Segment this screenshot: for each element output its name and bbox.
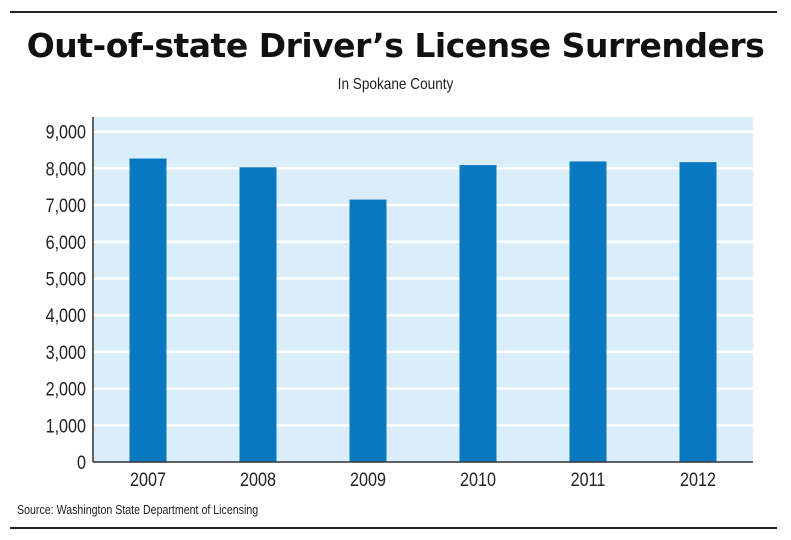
y-tick-label: 5,000 [46, 268, 87, 290]
y-tick-label: 9,000 [46, 121, 87, 143]
bar-2012 [679, 162, 717, 462]
bar-2011 [569, 161, 607, 462]
source-note: Source: Washington State Department of L… [17, 503, 259, 517]
x-tick-label: 2011 [571, 469, 606, 491]
y-tick-label: 1,000 [46, 415, 87, 437]
bottom-rule [10, 527, 777, 529]
y-tick-label: 2,000 [46, 378, 87, 400]
x-tick-label: 2009 [350, 469, 386, 491]
x-tick-label: 2012 [680, 469, 716, 491]
y-tick-label: 3,000 [46, 342, 87, 364]
y-tick-label: 4,000 [46, 305, 87, 327]
bar-2008 [239, 167, 277, 462]
x-tick-label: 2008 [240, 469, 276, 491]
y-tick-label: 6,000 [46, 232, 87, 254]
plot-background [93, 117, 753, 462]
y-tick-label: 0 [77, 452, 86, 474]
top-rule [10, 11, 777, 13]
y-tick-label: 7,000 [46, 195, 87, 217]
bar-2010 [459, 165, 497, 463]
x-tick-label: 2007 [130, 469, 166, 491]
bar-2007 [129, 158, 167, 462]
chart-subtitle: In Spokane County [337, 76, 454, 93]
y-tick-label: 8,000 [46, 158, 87, 180]
x-tick-label: 2010 [460, 469, 496, 491]
chart-title: Out-of-state Driver’s License Surrenders [26, 26, 765, 65]
bar-2009 [349, 199, 387, 462]
